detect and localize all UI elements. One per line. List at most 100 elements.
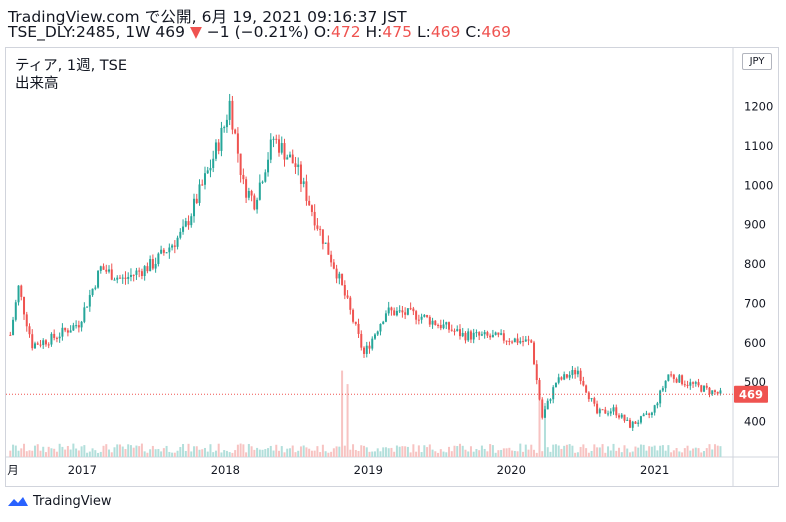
candle-body xyxy=(368,345,371,349)
volume-bar xyxy=(543,403,546,457)
volume-bar xyxy=(417,445,420,457)
volume-bar xyxy=(604,452,607,457)
candle-body xyxy=(365,345,368,354)
tradingview-logo[interactable]: TradingView xyxy=(7,494,112,509)
candle-body xyxy=(80,321,83,328)
candle-body xyxy=(697,382,700,386)
candle-body xyxy=(275,138,278,140)
candle-body xyxy=(50,333,53,345)
volume-bar xyxy=(585,448,588,457)
volume-bar xyxy=(33,445,36,457)
candle-body xyxy=(458,329,461,337)
volume-bar xyxy=(135,445,138,457)
candle-body xyxy=(291,154,294,164)
candle-body xyxy=(582,380,585,386)
candle-body xyxy=(489,335,492,338)
volume-bar xyxy=(324,451,327,457)
volume-bar xyxy=(502,448,505,457)
candle-body xyxy=(299,164,302,185)
candle-body xyxy=(593,398,596,404)
volume-bar xyxy=(434,451,437,457)
tradingview-icon xyxy=(8,496,28,506)
volume-bar xyxy=(278,450,281,457)
candle-body xyxy=(527,339,530,341)
candle-body xyxy=(417,319,420,321)
volume-bar xyxy=(291,445,294,457)
candle-body xyxy=(305,181,308,201)
candle-body xyxy=(716,391,719,394)
volume-bar xyxy=(55,451,58,457)
volume-bar xyxy=(607,446,610,457)
volume-bar xyxy=(9,450,12,457)
candle-body xyxy=(124,277,127,279)
candle-body xyxy=(719,390,722,394)
candle-body xyxy=(426,314,429,317)
candle-body xyxy=(623,414,626,421)
candle-body xyxy=(420,316,423,320)
candle-body xyxy=(511,341,514,343)
candle-body xyxy=(55,337,58,339)
volume-bar xyxy=(579,446,582,457)
currency-badge[interactable]: JPY xyxy=(742,53,772,70)
volume-bar xyxy=(530,444,533,457)
candle-body xyxy=(190,216,193,226)
candle-body xyxy=(143,266,146,277)
volume-bar xyxy=(516,451,519,457)
candle-body xyxy=(694,382,697,384)
volume-bar xyxy=(116,444,119,457)
candle-body xyxy=(138,270,141,272)
volume-bar xyxy=(91,448,94,457)
x-tick-label: 2018 xyxy=(211,463,240,477)
volume-bar xyxy=(58,443,61,457)
volume-bar xyxy=(319,452,322,457)
volume-bar xyxy=(475,448,478,457)
candle-body xyxy=(609,411,612,414)
candle-body xyxy=(423,314,426,317)
candle-body xyxy=(182,226,185,232)
candle-body xyxy=(149,259,152,272)
volume-bar xyxy=(683,448,686,457)
candle-body xyxy=(171,245,174,248)
candle-body xyxy=(664,380,667,389)
candle-body xyxy=(220,127,223,151)
volume-bar xyxy=(713,444,716,457)
candle-body xyxy=(234,129,237,134)
volume-bar xyxy=(393,451,396,457)
candle-body xyxy=(491,334,494,338)
candle-body xyxy=(401,310,404,313)
volume-bar xyxy=(280,446,283,457)
candle-body xyxy=(590,398,593,400)
volume-bar xyxy=(689,450,692,457)
volume-bar xyxy=(294,452,297,457)
candle-body xyxy=(203,173,206,185)
candle-body xyxy=(236,133,239,154)
candle-body xyxy=(341,273,344,285)
candle-body xyxy=(576,370,579,375)
volume-bar xyxy=(168,451,171,457)
chart-frame[interactable] xyxy=(5,47,779,487)
volume-bar xyxy=(628,452,631,457)
volume-bar xyxy=(642,444,645,457)
volume-bar xyxy=(338,446,341,457)
volume-bar xyxy=(461,445,464,457)
volume-bar xyxy=(426,447,429,457)
volume-bar xyxy=(299,446,302,457)
candle-body xyxy=(228,100,231,120)
y-tick-label: 500 xyxy=(744,375,766,389)
y-tick-label: 800 xyxy=(744,257,766,271)
candle-body xyxy=(209,167,212,171)
volume-bar xyxy=(129,445,132,457)
candle-body xyxy=(14,302,17,320)
volume-bar xyxy=(645,450,648,457)
candle-body xyxy=(675,378,678,383)
candle-body xyxy=(546,400,549,410)
candle-body xyxy=(464,332,467,341)
candle-body xyxy=(645,413,648,415)
candle-body xyxy=(486,332,489,336)
volume-bar xyxy=(681,452,684,457)
candle-body xyxy=(404,312,407,315)
candle-body xyxy=(628,419,631,428)
candle-body xyxy=(294,163,297,168)
volume-bar xyxy=(670,452,673,457)
